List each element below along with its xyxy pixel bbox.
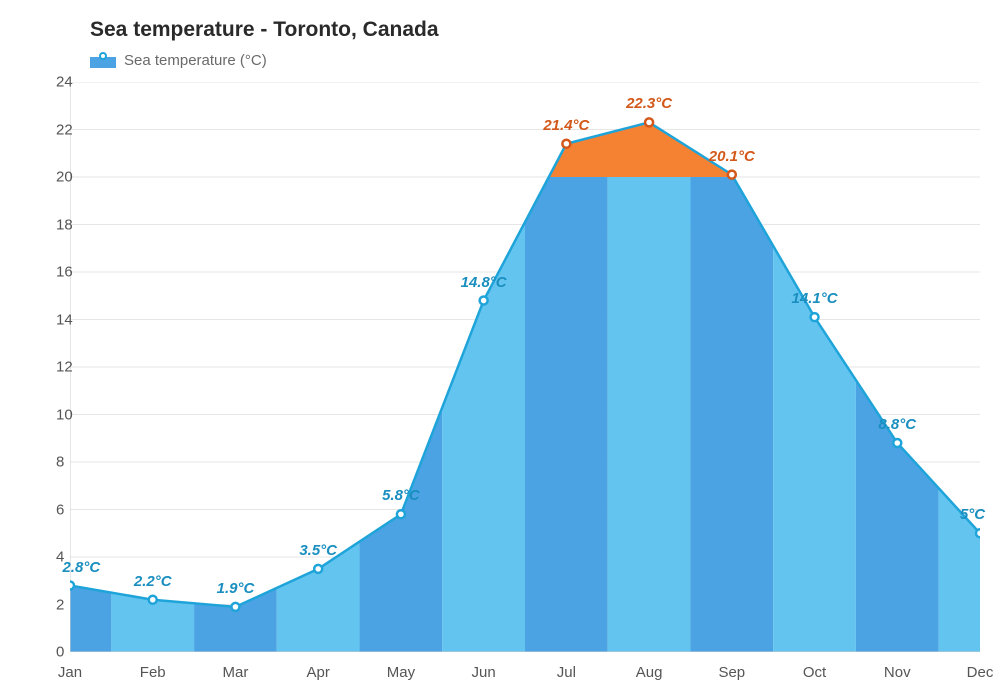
data-label: 14.8°C: [461, 274, 507, 291]
data-label: 2.8°C: [62, 559, 100, 576]
x-axis-label: May: [387, 664, 415, 681]
chart-container: Sea temperature - Toronto, Canada Sea te…: [0, 0, 1000, 700]
x-axis-label: Sep: [718, 664, 745, 681]
data-marker: [893, 439, 901, 447]
x-axis-label: Nov: [884, 664, 911, 681]
area-band-below: [360, 407, 443, 652]
data-marker: [480, 297, 488, 305]
data-marker: [645, 118, 653, 126]
data-marker: [728, 171, 736, 179]
x-axis-label: Feb: [140, 664, 166, 681]
data-label: 8.8°C: [878, 416, 916, 433]
data-marker: [149, 596, 157, 604]
area-band-below: [194, 588, 277, 652]
data-marker: [314, 565, 322, 573]
data-label: 5°C: [960, 506, 985, 523]
area-band-below: [70, 586, 111, 653]
x-axis-label: Dec: [967, 664, 994, 681]
legend-label: Sea temperature (°C): [124, 52, 267, 69]
x-axis-label: Mar: [223, 664, 249, 681]
data-label: 22.3°C: [626, 95, 672, 112]
legend: Sea temperature (°C): [90, 52, 267, 69]
data-marker: [70, 582, 74, 590]
data-label: 1.9°C: [217, 580, 255, 597]
data-label: 14.1°C: [792, 290, 838, 307]
data-marker: [397, 510, 405, 518]
x-axis-label: Jul: [557, 664, 576, 681]
data-marker: [976, 529, 980, 537]
chart-title: Sea temperature - Toronto, Canada: [90, 18, 439, 42]
data-label: 5.8°C: [382, 487, 420, 504]
plot-area: [70, 82, 980, 652]
x-axis-label: Jan: [58, 664, 82, 681]
x-axis-label: Oct: [803, 664, 826, 681]
chart-svg: [70, 82, 980, 652]
x-axis-label: Apr: [307, 664, 330, 681]
data-label: 20.1°C: [709, 148, 755, 165]
data-marker: [231, 603, 239, 611]
area-band-below: [525, 177, 608, 652]
data-label: 2.2°C: [134, 573, 172, 590]
x-axis-label: Aug: [636, 664, 663, 681]
legend-swatch: [90, 54, 116, 68]
data-label: 3.5°C: [299, 542, 337, 559]
x-axis-label: Jun: [472, 664, 496, 681]
data-label: 21.4°C: [543, 117, 589, 134]
area-band-below: [690, 177, 773, 652]
data-marker: [811, 313, 819, 321]
data-marker: [562, 140, 570, 148]
area-band-below: [608, 177, 691, 652]
